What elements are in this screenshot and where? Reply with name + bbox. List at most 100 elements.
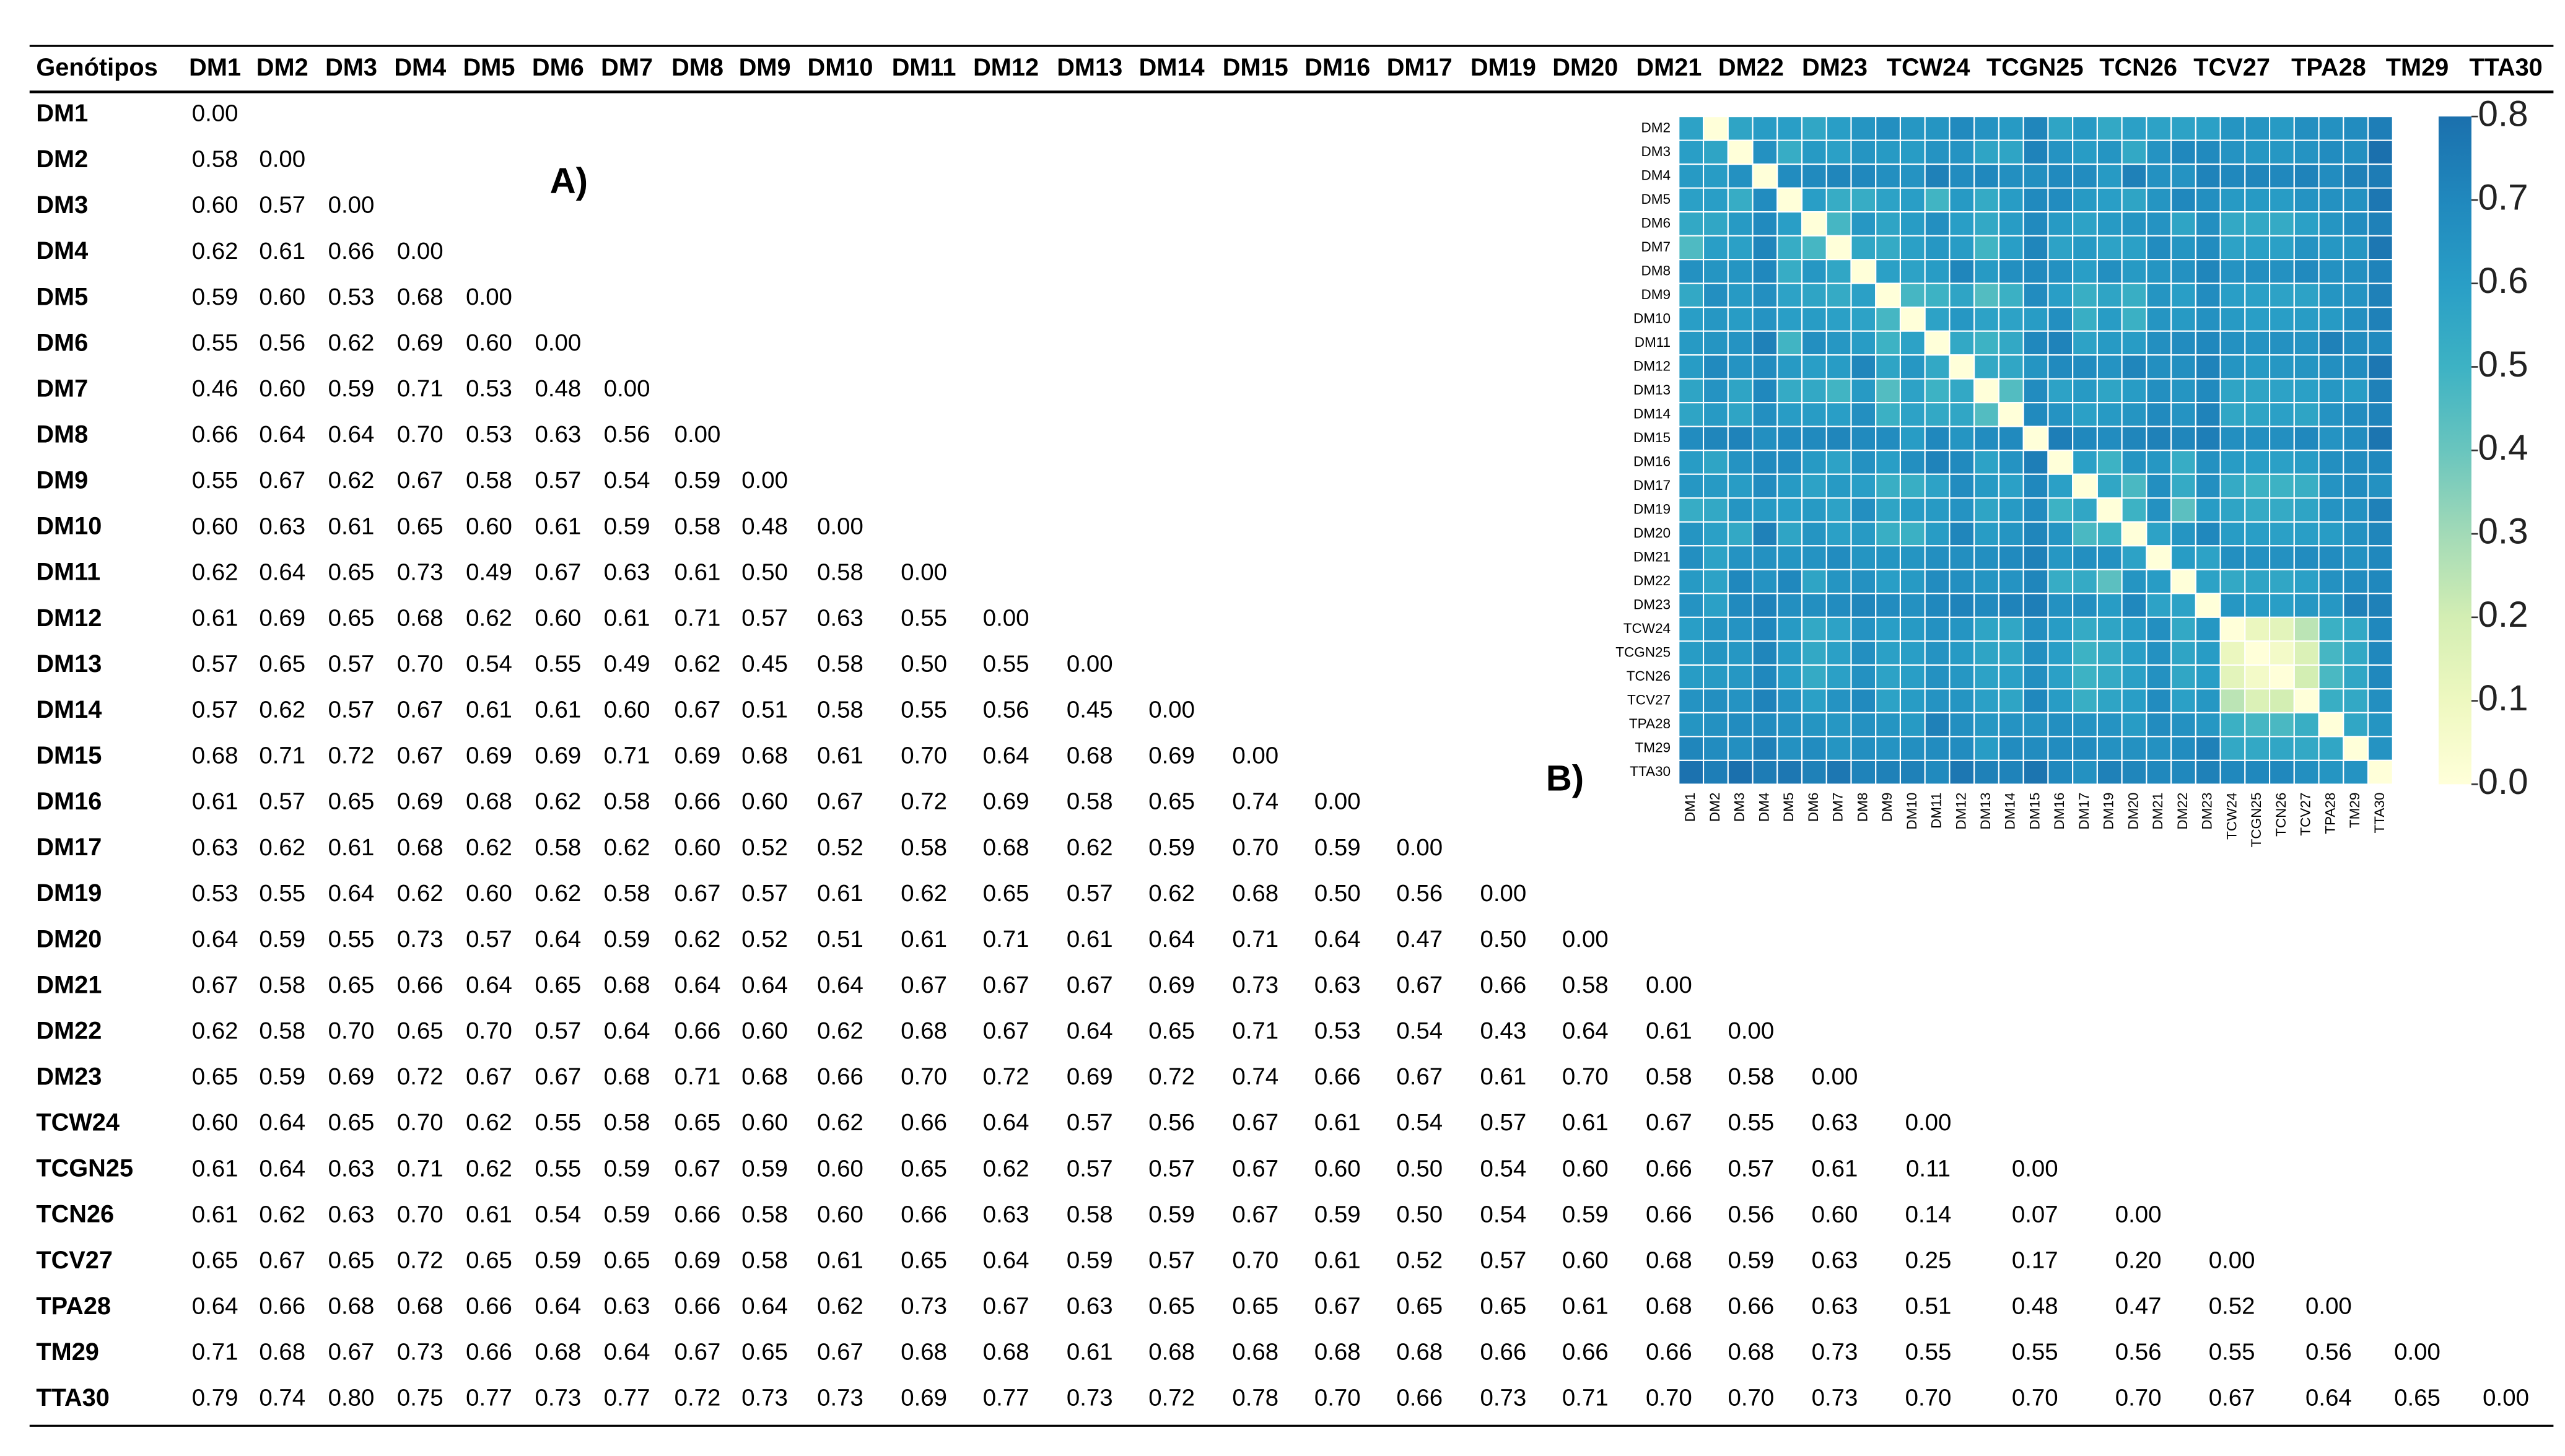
heatmap-cell: [1727, 330, 1754, 356]
heatmap-cell: [1924, 736, 1951, 761]
heatmap-cell: [2047, 259, 2074, 284]
heatmap-column-label: DM2: [1707, 793, 1723, 822]
heatmap-cell: [2293, 354, 2320, 380]
heatmap-cell: [1998, 736, 2024, 761]
cell-value: 0.71: [604, 743, 650, 769]
cell-value: 0.71: [192, 1339, 238, 1366]
row-label: DM11: [36, 559, 100, 586]
heatmap-cell: [2343, 450, 2369, 475]
cell-value: 0.65: [192, 1063, 238, 1090]
heatmap-row-label: DM6: [1641, 215, 1671, 230]
cell-value: 0.62: [397, 880, 444, 907]
cell-value: 0.65: [328, 1109, 375, 1136]
heatmap-cell: [1825, 616, 1852, 642]
cell-value: 0.11: [1906, 1155, 1951, 1182]
heatmap-cell: [2170, 593, 2196, 618]
cell-value: 0.65: [397, 1018, 444, 1044]
cell-value: 0.61: [466, 697, 512, 723]
heatmap-row-label: DM17: [1633, 477, 1671, 493]
heatmap-cell: [2022, 569, 2049, 595]
cell-value: 0.68: [604, 972, 650, 998]
heatmap-cell: [2146, 235, 2172, 261]
cell-value: 0.68: [604, 1063, 650, 1090]
heatmap-cell: [2293, 545, 2320, 570]
heatmap-cell: [1776, 497, 1803, 523]
heatmap-cell: [1850, 450, 1877, 475]
cell-value: 0.62: [466, 604, 512, 631]
heatmap-cell: [2269, 235, 2295, 261]
heatmap-cell: [1973, 307, 1999, 332]
heatmap-cell: [2022, 545, 2049, 570]
heatmap-cell: [1678, 187, 1705, 213]
heatmap-cell: [2367, 402, 2393, 427]
heatmap-cell: [1973, 378, 1999, 404]
heatmap-cell: [1825, 116, 1852, 141]
heatmap-cell: [2170, 712, 2196, 738]
heatmap-cell: [1678, 282, 1705, 308]
heatmap-cell: [1850, 259, 1877, 284]
heatmap-cell: [1875, 593, 1902, 618]
cell-value: 0.55: [535, 1155, 581, 1182]
heatmap-cell: [1801, 593, 1827, 618]
column-header: DM16: [1304, 54, 1370, 81]
cell-value: 0.69: [397, 329, 444, 356]
heatmap-cell: [1752, 450, 1778, 475]
cell-value: 0.55: [259, 880, 305, 907]
cell-value: 0.69: [1148, 743, 1195, 769]
heatmap-cell: [1678, 235, 1705, 261]
heatmap-cell: [1825, 235, 1852, 261]
row-label: DM5: [36, 283, 88, 310]
heatmap-column-label: DM13: [1978, 793, 1993, 830]
cell-value: 0.66: [675, 788, 721, 815]
heatmap-cell: [2367, 712, 2393, 738]
heatmap-cell: [2146, 282, 2172, 308]
cell-value: 0.52: [741, 834, 788, 861]
cell-value: 0.67: [1396, 972, 1443, 998]
cell-value: 0.68: [259, 1339, 305, 1366]
row-label: DM23: [36, 1063, 102, 1091]
heatmap-cell: [1801, 450, 1827, 475]
heatmap-cell: [2244, 473, 2271, 499]
heatmap-cell: [1924, 593, 1951, 618]
cell-value: 0.00: [604, 375, 650, 402]
heatmap-cell: [1702, 688, 1729, 713]
cell-value: 0.66: [397, 972, 444, 998]
cell-value: 0.59: [741, 1155, 788, 1182]
cell-value: 0.55: [192, 329, 238, 356]
cell-value: 0.72: [328, 743, 375, 769]
heatmap-cell: [1801, 139, 1827, 165]
heatmap-cell: [1801, 688, 1827, 713]
heatmap-cell: [1727, 521, 1754, 547]
cell-value: 0.62: [675, 926, 721, 953]
heatmap-cell: [1702, 736, 1729, 761]
heatmap-cell: [1850, 712, 1877, 738]
heatmap-cell: [2072, 163, 2098, 189]
column-header: TCV27: [2193, 54, 2270, 81]
heatmap-cell: [1752, 235, 1778, 261]
cell-value: 0.00: [1314, 788, 1361, 815]
cell-value: 0.00: [741, 467, 788, 494]
cell-value: 0.70: [1646, 1385, 1692, 1411]
heatmap-cell: [2047, 402, 2074, 427]
heatmap-row-label: DM9: [1641, 287, 1671, 302]
heatmap-cell: [1727, 235, 1754, 261]
heatmap-cell: [2096, 307, 2123, 332]
heatmap-cell: [1825, 402, 1852, 427]
cell-value: 0.72: [397, 1063, 444, 1090]
cell-value: 0.00: [535, 329, 581, 356]
cell-value: 0.67: [675, 1339, 721, 1366]
cell-value: 0.71: [397, 1155, 444, 1182]
cell-value: 0.65: [604, 1247, 650, 1273]
cell-value: 0.59: [1148, 834, 1195, 861]
heatmap-column-label: DM8: [1855, 793, 1870, 822]
cell-value: 0.50: [741, 559, 788, 585]
cell-value: 0.64: [1314, 926, 1361, 953]
heatmap-cell: [1924, 402, 1951, 427]
cell-value: 0.67: [675, 697, 721, 723]
heatmap-row-label: DM10: [1633, 310, 1671, 326]
heatmap-cell: [2318, 378, 2344, 404]
heatmap-cell: [1678, 593, 1705, 618]
column-header: DM4: [394, 54, 446, 81]
heatmap-cell: [1752, 378, 1778, 404]
